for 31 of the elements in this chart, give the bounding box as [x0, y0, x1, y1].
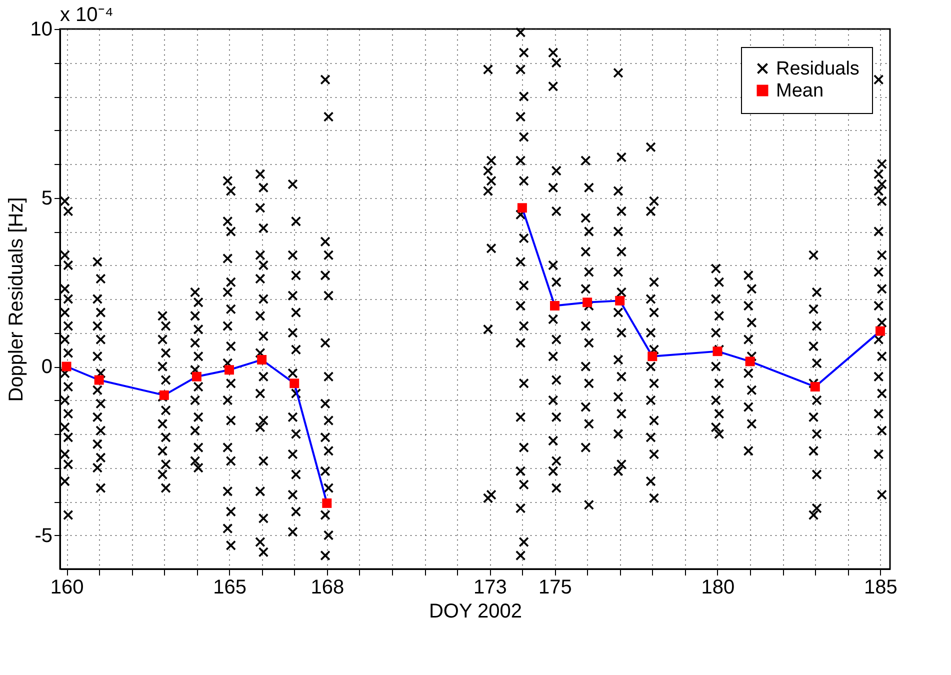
point: [257, 355, 267, 364]
point: [582, 298, 592, 308]
legend-label: Mean: [776, 80, 824, 102]
legend-label: Residuals: [776, 58, 860, 80]
x-tick-label: 168: [310, 576, 344, 598]
point: [290, 378, 300, 388]
point: [648, 352, 658, 362]
y-tick-label: 10: [30, 18, 52, 40]
point: [875, 326, 885, 336]
point: [192, 372, 202, 382]
x-axis-title: DOY 2002: [428, 600, 522, 622]
x-tick-label: 185: [864, 576, 898, 598]
y-tick-label: 5: [41, 187, 52, 210]
x-tick-label: 165: [213, 576, 246, 598]
x-tick-label: 180: [701, 576, 735, 598]
point: [94, 375, 104, 385]
point: [615, 296, 625, 306]
point: [322, 498, 332, 508]
point: [745, 356, 755, 366]
point: [810, 382, 820, 392]
y-axis-title: Doppler Residuals [Hz]: [5, 197, 28, 402]
x-tick-label: 175: [538, 576, 572, 598]
x-tick-label: 160: [50, 576, 84, 598]
point: [517, 203, 527, 213]
point: [62, 362, 72, 372]
point: [224, 365, 234, 375]
y-tick-label: 0: [41, 356, 52, 378]
text: x 10⁻⁴: [60, 4, 114, 26]
y-tick-label: -5: [34, 524, 52, 547]
point: [550, 301, 560, 310]
x-tick-label: 173: [473, 576, 507, 598]
